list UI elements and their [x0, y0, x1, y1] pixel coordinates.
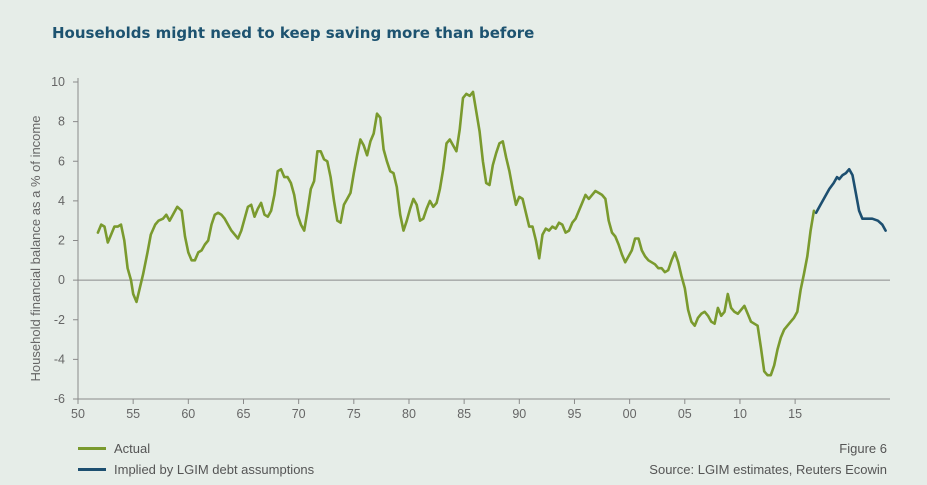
x-tick-label: 75: [347, 407, 361, 421]
axes: -6 -4 -2 0 2 4 6 8 10 50 55 60 65 70 75 80 85 90 95 00 05 10 1…: [51, 75, 890, 421]
y-tick-label: 8: [58, 115, 65, 129]
x-tick-label: 85: [457, 407, 471, 421]
y-tick-label: 2: [58, 234, 65, 248]
y-tick-label: 10: [51, 75, 65, 89]
source-note: Source: LGIM estimates, Reuters Ecowin: [649, 462, 887, 477]
x-tick-label: 70: [292, 407, 306, 421]
legend-item-actual: Actual: [78, 438, 314, 459]
series-layer: [96, 90, 887, 377]
series-line-implied: [814, 167, 887, 232]
legend-label-actual: Actual: [114, 441, 151, 456]
legend: Actual Implied by LGIM debt assumptions: [78, 438, 314, 480]
y-tick-label: 0: [58, 273, 65, 287]
y-tick-label: -4: [54, 352, 65, 366]
y-tick-label: -2: [54, 313, 65, 327]
y-tick-label: 4: [58, 194, 65, 208]
x-tick-label: 15: [788, 407, 802, 421]
figure-notes: Figure 6 Source: LGIM estimates, Reuters…: [649, 438, 887, 480]
x-tick-label: 80: [402, 407, 416, 421]
series-line-actual: [96, 90, 816, 377]
x-tick-label: 95: [568, 407, 582, 421]
figure-label: Figure 6: [839, 441, 887, 456]
y-tick-label: 6: [58, 154, 65, 168]
legend-swatch-implied: [78, 468, 106, 471]
x-tick-label: 65: [237, 407, 251, 421]
chart-title: Households might need to keep saving mor…: [52, 24, 535, 42]
x-tick-label: 60: [181, 407, 195, 421]
y-axis-title: Household financial balance as a % of in…: [28, 116, 43, 382]
x-tick-label: 00: [623, 407, 637, 421]
legend-label-implied: Implied by LGIM debt assumptions: [114, 462, 315, 477]
x-tick-label: 55: [126, 407, 140, 421]
legend-swatch-actual: [78, 447, 106, 450]
x-tick-label: 90: [512, 407, 526, 421]
x-tick-label: 50: [71, 407, 85, 421]
x-tick-label: 10: [733, 407, 747, 421]
legend-item-implied: Implied by LGIM debt assumptions: [78, 459, 314, 480]
x-tick-label: 05: [678, 407, 692, 421]
y-tick-label: -6: [54, 392, 65, 406]
